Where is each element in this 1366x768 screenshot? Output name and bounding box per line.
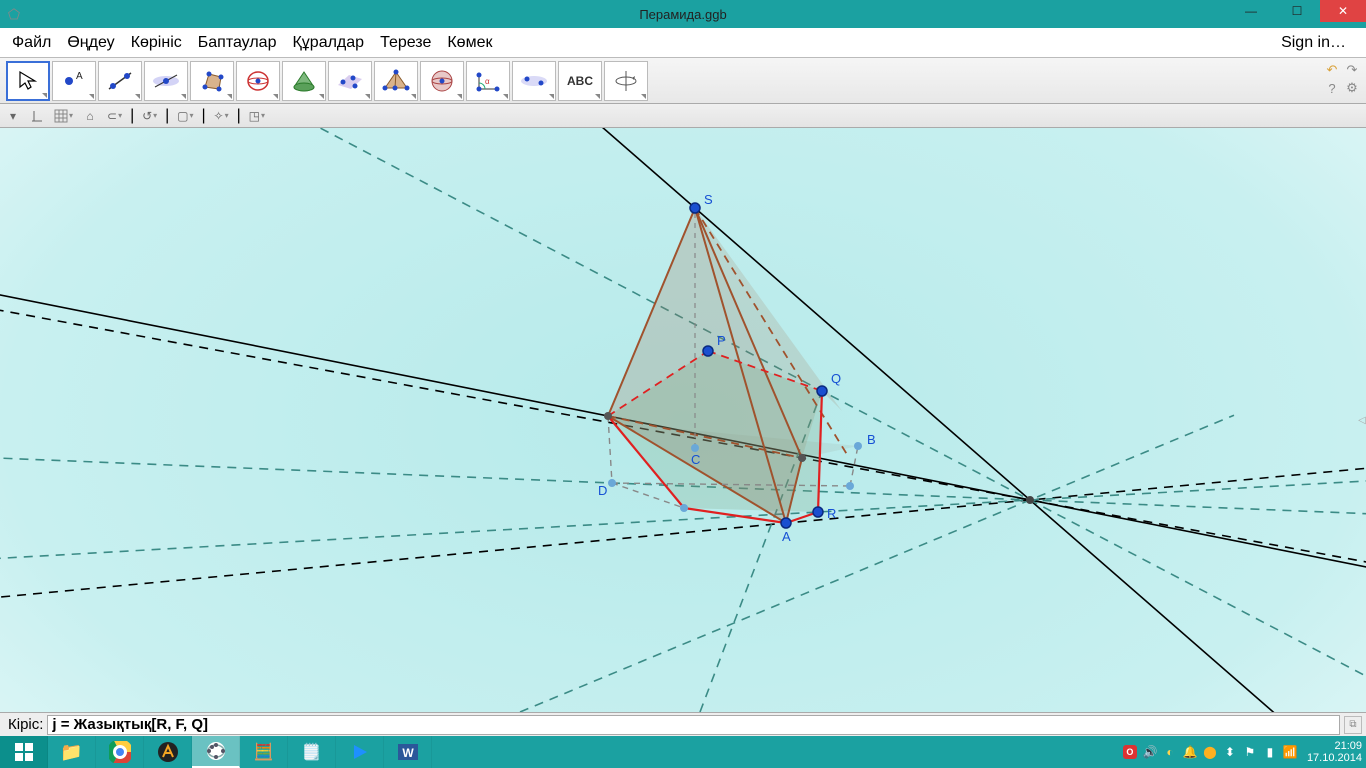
menu-window[interactable]: Терезе: [376, 32, 435, 54]
task-chrome[interactable]: [96, 736, 144, 768]
t2-axes-icon[interactable]: [28, 107, 46, 125]
scene-svg: S P Q B C A R D: [0, 128, 1366, 712]
side-grip-icon[interactable]: ◁: [1358, 406, 1366, 434]
tray-flag-icon[interactable]: ⚑: [1243, 745, 1257, 759]
undo-icon[interactable]: ↶: [1324, 62, 1340, 78]
start-button[interactable]: [0, 736, 48, 768]
tool-plane-3pt[interactable]: [328, 61, 372, 101]
input-label: Кіріс:: [4, 716, 47, 733]
svg-text:A: A: [782, 529, 791, 544]
t2-clip-icon[interactable]: ✧▾: [212, 107, 231, 125]
tool-reflect[interactable]: [512, 61, 556, 101]
tool-cone[interactable]: [282, 61, 326, 101]
svg-text:B: B: [867, 432, 876, 447]
toolbar-right: ↶ ↷ ? ⚙: [1324, 62, 1360, 96]
svg-text:C: C: [691, 452, 700, 467]
tray-network-icon[interactable]: 📶: [1283, 745, 1297, 759]
tray-date: 17.10.2014: [1307, 752, 1362, 764]
t2-proj-icon[interactable]: ◳▾: [247, 107, 267, 125]
tool-angle[interactable]: α: [466, 61, 510, 101]
tool-rotate-view[interactable]: [604, 61, 648, 101]
tray-time: 21:09: [1307, 740, 1362, 752]
tray-battery-icon[interactable]: ▮: [1263, 745, 1277, 759]
t2-capture-icon[interactable]: ▢▾: [175, 107, 195, 125]
graphics-view[interactable]: S P Q B C A R D ◁: [0, 128, 1366, 712]
task-word[interactable]: W: [384, 736, 432, 768]
taskbar: 📁 🧮 🗒️ W O 🔊 ◐ 🔔 ⬤ ⬍ ⚑ ▮ 📶 21:09 17.10.2…: [0, 736, 1366, 768]
tool-pyramid[interactable]: [374, 61, 418, 101]
task-media[interactable]: [336, 736, 384, 768]
minimize-button[interactable]: —: [1228, 0, 1274, 22]
tool-circle[interactable]: [236, 61, 280, 101]
task-explorer[interactable]: 📁: [48, 736, 96, 768]
gear-icon[interactable]: ⚙: [1344, 80, 1360, 96]
menu-edit[interactable]: Өңдеу: [63, 32, 118, 54]
system-tray: O 🔊 ◐ 🔔 ⬤ ⬍ ⚑ ▮ 📶 21:09 17.10.2014: [1123, 736, 1362, 768]
menu-file[interactable]: Файл: [8, 32, 55, 54]
app-icon: ⬠: [0, 6, 28, 23]
input-bar: Кіріс: ⧉: [0, 712, 1366, 736]
window-buttons: — ☐ ✕: [1228, 0, 1366, 28]
menu-options[interactable]: Баптаулар: [194, 32, 281, 54]
t2-grid-icon[interactable]: ▾: [52, 107, 75, 125]
svg-text:Q: Q: [831, 371, 841, 386]
redo-icon[interactable]: ↷: [1344, 62, 1360, 78]
tray-security-icon[interactable]: ⬍: [1223, 745, 1237, 759]
task-calculator[interactable]: 🧮: [240, 736, 288, 768]
tool-line[interactable]: [98, 61, 142, 101]
command-input[interactable]: [47, 715, 1340, 735]
task-notes[interactable]: 🗒️: [288, 736, 336, 768]
tray-cloud-icon[interactable]: ⬤: [1203, 745, 1217, 759]
svg-text:R: R: [827, 506, 836, 521]
window-title: Перамида.ggb: [639, 7, 726, 22]
menu-tools[interactable]: Құралдар: [288, 32, 368, 54]
t2-snap-icon[interactable]: ⊂▾: [105, 107, 124, 125]
tray-notify-icon[interactable]: 🔔: [1183, 745, 1197, 759]
tray-clock[interactable]: 21:09 17.10.2014: [1307, 740, 1362, 764]
menubar: Файл Өңдеу Көрініс Баптаулар Құралдар Те…: [0, 28, 1366, 58]
svg-text:A: A: [76, 71, 83, 82]
svg-text:P: P: [717, 333, 726, 348]
tray-volume-icon[interactable]: 🔊: [1143, 745, 1157, 759]
tool-text[interactable]: ABC: [558, 61, 602, 101]
svg-text:S: S: [704, 192, 713, 207]
tool-perpendicular[interactable]: [144, 61, 188, 101]
t2-menu-icon[interactable]: ▾: [4, 107, 22, 125]
menu-view[interactable]: Көрініс: [127, 32, 186, 54]
main-toolbar: A α ABC ↶ ↷ ? ⚙: [0, 58, 1366, 104]
tool-move[interactable]: [6, 61, 50, 101]
tool-polygon[interactable]: [190, 61, 234, 101]
t2-nav-icon[interactable]: ↺▾: [140, 107, 159, 125]
svg-text:α: α: [485, 77, 490, 86]
tool-sphere[interactable]: [420, 61, 464, 101]
menu-help[interactable]: Көмек: [443, 32, 496, 54]
maximize-button[interactable]: ☐: [1274, 0, 1320, 22]
tool-point[interactable]: A: [52, 61, 96, 101]
t2-home-icon[interactable]: ⌂: [81, 107, 99, 125]
view-toolbar: ▾ ▾ ⌂ ⊂▾ | ↺▾ | ▢▾ | ✧▾ | ◳▾: [0, 104, 1366, 128]
input-help-icon[interactable]: ⧉: [1344, 716, 1362, 734]
task-geogebra[interactable]: [192, 736, 240, 768]
task-aimp[interactable]: [144, 736, 192, 768]
signin-link[interactable]: Sign in…: [1277, 32, 1350, 54]
svg-text:W: W: [402, 746, 414, 760]
help-icon[interactable]: ?: [1324, 80, 1340, 96]
svg-text:D: D: [598, 483, 607, 498]
titlebar: ⬠ Перамида.ggb — ☐ ✕: [0, 0, 1366, 28]
tray-sync-icon[interactable]: ◐: [1163, 745, 1177, 759]
tray-app-icon[interactable]: O: [1123, 745, 1137, 759]
close-button[interactable]: ✕: [1320, 0, 1366, 22]
